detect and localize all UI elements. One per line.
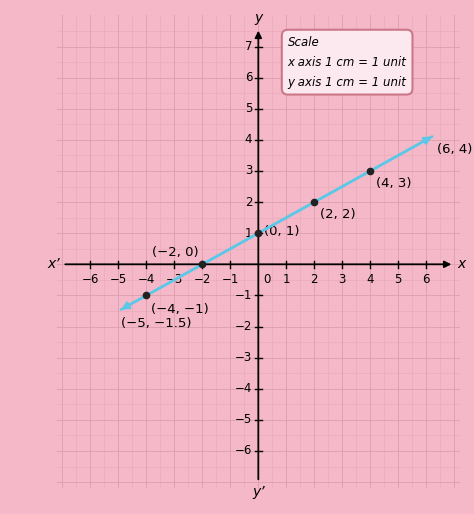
Text: −1: −1 [235,289,252,302]
Text: 1: 1 [283,273,290,286]
Text: −6: −6 [82,273,99,286]
Text: 0: 0 [264,273,271,286]
Text: 3: 3 [338,273,346,286]
Text: (−4, −1): (−4, −1) [151,303,209,316]
Text: 3: 3 [245,164,252,177]
Text: −4: −4 [138,273,155,286]
Text: −6: −6 [235,445,252,457]
Text: y’: y’ [252,485,264,499]
Text: −1: −1 [222,273,239,286]
Text: y: y [254,11,263,25]
Text: 6: 6 [422,273,430,286]
Text: −2: −2 [194,273,211,286]
Text: −5: −5 [110,273,127,286]
Text: 5: 5 [394,273,402,286]
Text: (6, 4): (6, 4) [438,143,473,156]
Text: −5: −5 [235,413,252,426]
Text: 2: 2 [245,196,252,209]
Text: (4, 3): (4, 3) [376,177,411,190]
Text: x: x [457,258,465,271]
Text: 4: 4 [366,273,374,286]
Text: x’: x’ [47,258,60,271]
Text: −3: −3 [235,351,252,364]
Text: 4: 4 [245,133,252,146]
Text: 6: 6 [245,71,252,84]
Text: 1: 1 [245,227,252,240]
Text: −2: −2 [235,320,252,333]
Text: (−2, 0): (−2, 0) [152,246,198,259]
Text: Scale
x axis 1 cm = 1 unit
y axis 1 cm = 1 unit: Scale x axis 1 cm = 1 unit y axis 1 cm =… [288,35,407,88]
Text: (0, 1): (0, 1) [264,225,300,238]
Text: −4: −4 [235,382,252,395]
Text: 2: 2 [310,273,318,286]
Text: (−5, −1.5): (−5, −1.5) [121,317,191,330]
Text: (2, 2): (2, 2) [320,208,356,222]
Text: 7: 7 [245,40,252,53]
Text: −3: −3 [166,273,183,286]
Text: 5: 5 [245,102,252,115]
